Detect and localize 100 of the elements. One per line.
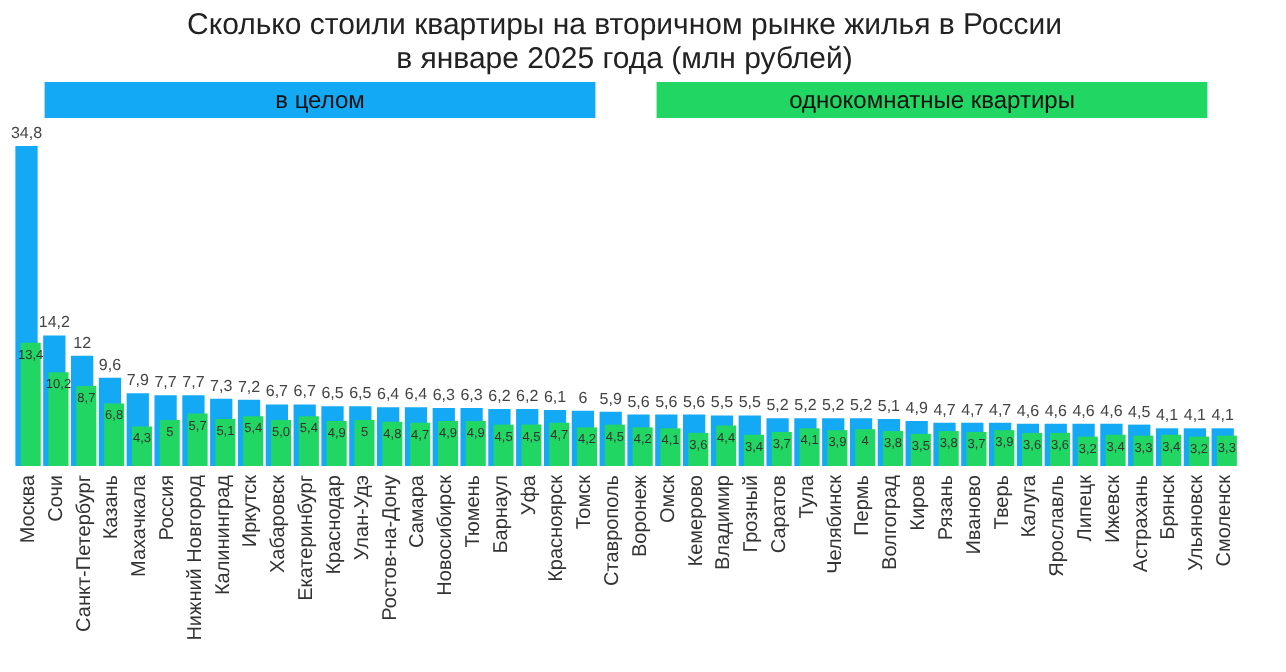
x-tick-label: Иркутск bbox=[240, 473, 263, 548]
bar bbox=[799, 428, 820, 466]
x-tick-label: Рязань bbox=[935, 475, 958, 541]
data-label: 7,9 bbox=[126, 371, 150, 390]
x-tick-label: Волгоград bbox=[880, 474, 903, 570]
bar bbox=[632, 427, 653, 466]
x-tick-label: Калининград bbox=[212, 474, 235, 596]
data-label: 4,6 bbox=[1072, 401, 1096, 420]
data-label: 4,7 bbox=[989, 400, 1013, 419]
bar bbox=[437, 420, 458, 466]
bar bbox=[549, 422, 570, 466]
data-label: 5,1 bbox=[877, 397, 902, 416]
x-tick-label: Красноярск bbox=[546, 473, 569, 582]
x-tick-label: Тюмень bbox=[463, 475, 485, 548]
x-tick-label: Калуга bbox=[1019, 474, 1042, 538]
data-label: 34,8 bbox=[10, 124, 44, 142]
data-label: 6,5 bbox=[321, 384, 345, 403]
x-tick-label: Уфа bbox=[518, 474, 541, 516]
bar bbox=[187, 413, 208, 466]
data-label: 6,4 bbox=[404, 385, 429, 404]
data-label: 9,6 bbox=[98, 355, 123, 374]
x-tick-label: Санкт-Петербург bbox=[73, 474, 96, 632]
x-tick-label: Сочи bbox=[45, 475, 68, 522]
data-label: 7,2 bbox=[237, 377, 262, 396]
data-label: 5,2 bbox=[822, 396, 846, 415]
x-tick-label: Ростов-на-Дону bbox=[379, 475, 402, 621]
data-label: 4,1 bbox=[1211, 406, 1235, 425]
bar bbox=[855, 429, 876, 466]
data-label: 6,3 bbox=[432, 386, 456, 405]
x-tick-label: Пермь bbox=[852, 475, 875, 536]
data-label: 4,6 bbox=[1100, 401, 1124, 420]
x-tick-label: Иваново bbox=[963, 474, 986, 555]
data-label: 4,5 bbox=[1128, 402, 1152, 421]
x-tick-label: Кемерово bbox=[685, 474, 708, 567]
data-label: 5,2 bbox=[766, 396, 790, 415]
x-tick-label: Томск bbox=[574, 473, 597, 530]
text: Сколько стоили квартиры на вторичном рынке жилья в России bbox=[186, 8, 1062, 42]
x-tick-label: Воронеж bbox=[629, 474, 652, 558]
text: однокомнатные квартиры bbox=[789, 86, 1075, 114]
data-label: 4,7 bbox=[961, 400, 985, 419]
bar bbox=[20, 342, 41, 466]
x-tick-label: Москва bbox=[17, 474, 40, 544]
x-tick-label: Астрахань bbox=[1130, 475, 1153, 573]
bar bbox=[131, 426, 152, 466]
x-tick-label: Киров bbox=[908, 475, 931, 531]
data-label: 4,1 bbox=[1183, 406, 1208, 425]
data-label: 6,5 bbox=[349, 384, 373, 403]
data-label: 6,7 bbox=[265, 382, 290, 401]
x-tick-label: Самара bbox=[407, 474, 430, 548]
x-tick-label: Тверь bbox=[991, 475, 1014, 530]
data-label: 7,3 bbox=[210, 376, 234, 395]
x-tick-label: Хабаровск bbox=[268, 473, 291, 573]
x-tick-label: Грозный bbox=[741, 475, 764, 553]
data-label: 14,2 bbox=[38, 313, 71, 332]
data-label: 4,6 bbox=[1044, 401, 1068, 420]
bar bbox=[215, 419, 236, 466]
data-label: 5,5 bbox=[738, 393, 762, 412]
x-tick-label: Саратов bbox=[769, 475, 791, 554]
text: в целом bbox=[275, 86, 365, 114]
bar bbox=[104, 403, 125, 466]
bar bbox=[354, 420, 375, 466]
x-tick-label: Ульяновск bbox=[1186, 473, 1209, 571]
x-tick-label: Челябинск bbox=[824, 473, 847, 574]
x-tick-label: Краснодар bbox=[323, 474, 346, 575]
data-label: 7,7 bbox=[154, 373, 178, 392]
x-tick-label: Владимир bbox=[713, 474, 736, 571]
bar bbox=[577, 427, 598, 466]
bar bbox=[298, 416, 319, 466]
x-tick-label: Смоленск bbox=[1214, 473, 1237, 567]
data-label: 5,2 bbox=[849, 396, 874, 415]
bar bbox=[243, 416, 264, 466]
x-tick-label: Ижевск bbox=[1102, 473, 1125, 544]
x-tick-label: Улан-Удэ bbox=[351, 475, 374, 561]
x-tick-label: Брянск bbox=[1158, 473, 1181, 540]
data-label: 7,7 bbox=[182, 373, 206, 392]
bar bbox=[410, 422, 431, 466]
x-tick-label: Барнаул bbox=[490, 474, 513, 554]
data-label: 5,6 bbox=[655, 392, 679, 411]
data-label: 5,6 bbox=[683, 392, 707, 411]
bar bbox=[966, 431, 987, 466]
data-label: 6,2 bbox=[488, 386, 512, 405]
x-tick-label: Липецк bbox=[1075, 473, 1097, 542]
x-tick-label: Омск bbox=[657, 473, 680, 524]
x-tick-label: Махачкала bbox=[129, 474, 152, 577]
bar bbox=[159, 420, 180, 466]
data-label: 5,6 bbox=[627, 392, 651, 411]
data-label: 4,7 bbox=[933, 400, 957, 419]
data-label: 6,2 bbox=[516, 386, 540, 405]
data-label: 5,2 bbox=[794, 396, 818, 415]
data-label: 6,7 bbox=[293, 382, 317, 401]
x-tick-label: Нижний Новгород bbox=[184, 474, 207, 641]
x-tick-label: Россия bbox=[157, 475, 179, 541]
data-label: 5,5 bbox=[710, 393, 735, 412]
data-label: 6 bbox=[578, 388, 589, 407]
x-tick-label: Новосибирск bbox=[435, 473, 458, 596]
data-label: 4,1 bbox=[1155, 406, 1180, 425]
x-tick-label: Тула bbox=[796, 474, 819, 519]
bar bbox=[76, 386, 97, 466]
x-tick-label: Ставрополь bbox=[602, 475, 625, 586]
data-label: 12 bbox=[73, 333, 93, 352]
